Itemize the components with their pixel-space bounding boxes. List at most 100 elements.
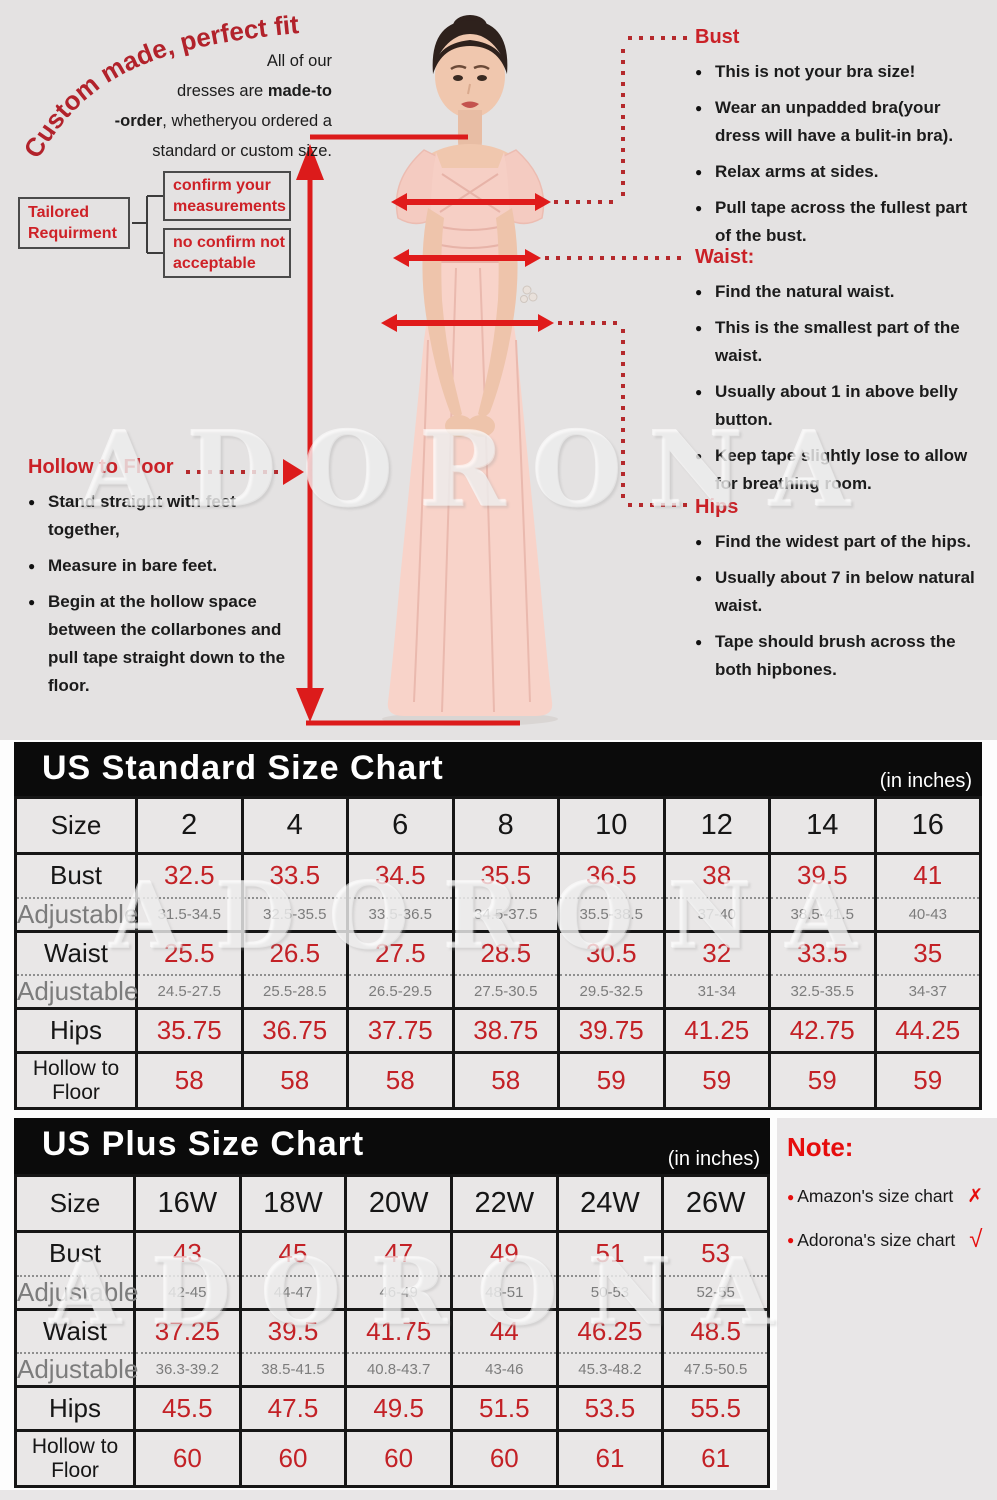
table-cell: 44.25: [873, 1007, 982, 1054]
table-cell: 24W: [555, 1174, 665, 1233]
table-row: Hips 35.75 36.75 37.75 38.75 39.75 41.25 42.75 4…: [14, 1007, 982, 1054]
bust-arrow: [391, 193, 551, 211]
table-cell: 33.5: [768, 929, 877, 976]
waist-instructions: Waist: Find the natural waist. This is th…: [695, 246, 983, 506]
table-cell: 40-43: [873, 897, 982, 933]
table-cell: 52-55: [661, 1275, 770, 1311]
table-cell: Waist: [14, 1307, 136, 1354]
standard-chart-units: (in inches): [879, 770, 972, 792]
table-cell: 26W: [661, 1174, 770, 1233]
table-cell: 31-34: [662, 975, 771, 1010]
standard-size-table: Size 2 4 6 8 10 12 14 16 Bust 32.5 33.5 34.5 35.5 36.5…: [14, 796, 982, 1110]
list-item: Pull tape across the fullest part of the…: [695, 194, 980, 250]
table-cell: 41.25: [662, 1007, 771, 1054]
table-cell: 4: [240, 796, 349, 855]
table-cell: Adjustable: [14, 975, 138, 1010]
table-row: Waist 37.25 39.5 41.75 44 46.25 48.5: [14, 1307, 770, 1354]
table-cell: 10: [557, 796, 666, 855]
table-cell: Bust: [14, 852, 138, 899]
table-cell: 45.5: [133, 1385, 242, 1432]
table-cell: 43-46: [449, 1353, 559, 1388]
list-item: Usually about 1 in above belly button.: [695, 378, 983, 434]
table-cell: 47.5: [238, 1385, 348, 1432]
table-cell: 39.75: [557, 1007, 666, 1054]
table-cell: Hips: [14, 1385, 136, 1432]
note-item-text: Adorona's size chart: [797, 1229, 956, 1250]
table-cell: 58: [135, 1051, 244, 1110]
table-cell: 58: [240, 1051, 349, 1110]
table-cell: 45: [238, 1230, 348, 1277]
table-cell: 20W: [344, 1174, 453, 1233]
model-photo: [382, 15, 558, 726]
waist-arrow: [393, 249, 541, 267]
bust-title: Bust: [695, 26, 740, 48]
table-cell: 51: [555, 1230, 665, 1277]
table-cell: 39.5: [768, 852, 877, 899]
table-cell: 26.5-29.5: [346, 975, 455, 1010]
note-item-adorona: ● Adorona's size chart √: [787, 1226, 987, 1254]
table-cell: Adjustable: [14, 897, 138, 933]
intro-paragraph: All of our dresses are made-to -order, w…: [114, 52, 332, 160]
dress-skirt: [387, 262, 553, 716]
list-item: Keep tape slightly lose to allow for bre…: [695, 442, 983, 498]
table-cell: 14: [768, 796, 877, 855]
waist-brooch: [520, 285, 538, 303]
table-cell: 27.5: [346, 929, 455, 976]
plus-chart-header: US Plus Size Chart (in inches): [14, 1118, 770, 1174]
table-cell: 61: [555, 1429, 665, 1488]
list-item: Relax arms at sides.: [695, 158, 980, 186]
table-cell: 49.5: [344, 1385, 453, 1432]
bust-instructions: Bust This is not your bra size! Wear an u…: [695, 26, 980, 258]
table-cell: 31.5-34.5: [135, 897, 244, 933]
table-cell: 58: [346, 1051, 455, 1110]
flowchart-connectors: [132, 195, 163, 254]
table-cell: 36.5: [557, 852, 666, 899]
hollow-bullet-list: Stand straight with feet together, Measur…: [28, 488, 296, 700]
table-cell: Adjustable: [14, 1353, 138, 1388]
table-row: Bust 32.5 33.5 34.5 35.5 36.5 38 39.5 41: [14, 852, 982, 899]
bullet-icon: ●: [787, 1189, 795, 1204]
list-item: This is not your bra size!: [695, 58, 980, 86]
hips-arrow: [381, 314, 554, 332]
list-item: Measure in bare feet.: [28, 552, 296, 580]
table-cell: 60: [449, 1429, 559, 1488]
list-item: Stand straight with feet together,: [28, 488, 296, 544]
dotted-connectors: [186, 36, 688, 507]
table-cell: 33.5-36.5: [346, 897, 455, 933]
table-cell: 48.5: [661, 1307, 770, 1354]
table-cell: 44-47: [238, 1275, 348, 1311]
bust-bullet-list: This is not your bra size! Wear an unpadd…: [695, 58, 980, 250]
table-cell: 55.5: [661, 1385, 770, 1432]
table-row: Adjustable 36.3-39.2 38.5-41.5 40.8-43.7 43-…: [14, 1353, 770, 1388]
table-cell: 38: [662, 852, 771, 899]
table-cell: 59: [768, 1051, 877, 1110]
table-cell: 6: [346, 796, 455, 855]
table-cell: 42.75: [768, 1007, 877, 1054]
no-confirm-box: no confirm not acceptable: [163, 228, 291, 278]
table-cell: Hips: [14, 1007, 138, 1054]
table-cell: 38.5-41.5: [238, 1353, 348, 1388]
hollow-title: Hollow to Floor: [28, 456, 174, 478]
table-cell: 2: [135, 796, 244, 855]
table-cell: 47.5-50.5: [661, 1353, 770, 1388]
table-cell: 34.5: [346, 852, 455, 899]
curved-headline: Custom made, perfect fit: [18, 9, 301, 163]
table-cell: 29.5-32.5: [557, 975, 666, 1010]
table-cell: 35.5-38.5: [557, 897, 666, 933]
table-cell: 50-53: [555, 1275, 665, 1311]
note-title: Note:: [787, 1132, 854, 1162]
note-item-amazon: ● Amazon's size chart ✗: [787, 1185, 987, 1208]
table-cell: 60: [344, 1429, 453, 1488]
table-cell: 33.5: [240, 852, 349, 899]
table-cell: 47: [344, 1230, 453, 1277]
list-item: Find the natural waist.: [695, 278, 983, 306]
table-cell: 30.5: [557, 929, 666, 976]
measuring-guide-section: Custom made, perfect fit All of our dres…: [0, 0, 997, 740]
table-row: Hips 45.5 47.5 49.5 51.5 53.5 55.5: [14, 1385, 770, 1432]
table-cell: 38.75: [451, 1007, 560, 1054]
table-cell: 35: [873, 929, 982, 976]
table-cell: 59: [873, 1051, 982, 1110]
table-cell: 37.75: [346, 1007, 455, 1054]
bottom-strip: [0, 1490, 779, 1500]
